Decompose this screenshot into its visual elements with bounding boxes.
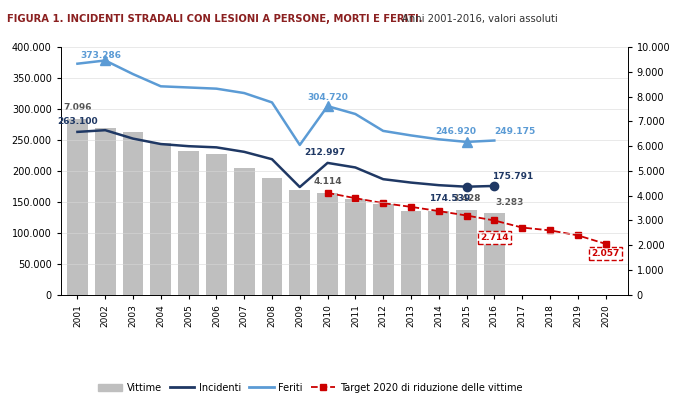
Target 2020 di riduzione delle vittime bbox=[407, 204, 415, 209]
Feriti bbox=[462, 140, 470, 144]
Text: 373.286: 373.286 bbox=[80, 51, 122, 59]
Incidenti bbox=[351, 165, 359, 170]
Legend: Vittime, Incidenti, Feriti, Target 2020 di riduzione delle vittime: Vittime, Incidenti, Feriti, Target 2020 … bbox=[94, 379, 526, 393]
Text: 212.997: 212.997 bbox=[304, 148, 346, 157]
Incidenti bbox=[462, 184, 470, 189]
Bar bbox=[290, 190, 310, 295]
Bar bbox=[345, 199, 366, 295]
Text: 249.175: 249.175 bbox=[495, 127, 536, 136]
Feriti bbox=[323, 104, 331, 108]
Bar bbox=[95, 128, 115, 295]
Target 2020 di riduzione delle vittime bbox=[435, 209, 443, 213]
Incidenti bbox=[157, 142, 165, 147]
Incidenti bbox=[240, 149, 248, 154]
Bar bbox=[400, 211, 421, 295]
Feriti bbox=[101, 58, 109, 63]
Text: FIGURA 1. INCIDENTI STRADALI CON LESIONI A PERSONE, MORTI E FERITI.: FIGURA 1. INCIDENTI STRADALI CON LESIONI… bbox=[7, 14, 423, 24]
Incidenti bbox=[213, 145, 221, 150]
Text: 263.100: 263.100 bbox=[57, 117, 98, 126]
Feriti bbox=[490, 138, 498, 143]
Bar bbox=[123, 132, 144, 295]
Text: Anni 2001-2016, valori assoluti: Anni 2001-2016, valori assoluti bbox=[402, 14, 558, 24]
Text: 3.283: 3.283 bbox=[495, 198, 524, 207]
Incidenti bbox=[435, 183, 443, 187]
Text: 7.096: 7.096 bbox=[63, 103, 92, 112]
Line: Feriti: Feriti bbox=[78, 61, 494, 145]
Incidenti bbox=[379, 177, 387, 182]
Incidenti bbox=[184, 144, 192, 149]
Feriti bbox=[240, 91, 248, 95]
Feriti bbox=[184, 85, 192, 90]
Text: 246.920: 246.920 bbox=[435, 127, 476, 136]
Text: 175.791: 175.791 bbox=[492, 171, 533, 180]
Feriti bbox=[129, 72, 137, 77]
Feriti bbox=[351, 112, 359, 116]
Incidenti bbox=[407, 180, 415, 185]
Bar bbox=[261, 178, 282, 295]
Feriti bbox=[407, 133, 415, 138]
Feriti bbox=[213, 86, 221, 91]
Bar bbox=[234, 168, 254, 295]
Target 2020 di riduzione delle vittime bbox=[490, 218, 498, 223]
Feriti bbox=[435, 137, 443, 141]
Bar bbox=[206, 154, 227, 295]
Feriti bbox=[157, 84, 165, 89]
Line: Target 2020 di riduzione delle vittime: Target 2020 di riduzione delle vittime bbox=[325, 190, 608, 246]
Bar bbox=[178, 151, 199, 295]
Target 2020 di riduzione delle vittime bbox=[462, 213, 470, 218]
Incidenti bbox=[323, 161, 331, 165]
Target 2020 di riduzione delle vittime bbox=[351, 196, 359, 200]
Bar bbox=[456, 210, 477, 295]
Bar bbox=[317, 193, 338, 295]
Incidenti bbox=[129, 136, 137, 141]
Bar bbox=[484, 213, 505, 295]
Text: 2.057: 2.057 bbox=[591, 249, 620, 258]
Text: 174.539: 174.539 bbox=[429, 194, 470, 203]
Feriti bbox=[268, 100, 276, 105]
Target 2020 di riduzione delle vittime bbox=[518, 225, 526, 230]
Incidenti bbox=[101, 128, 109, 132]
Text: 304.720: 304.720 bbox=[307, 93, 348, 102]
Text: 4.114: 4.114 bbox=[313, 177, 342, 186]
Bar bbox=[151, 143, 171, 295]
Incidenti bbox=[268, 157, 276, 162]
Line: Incidenti: Incidenti bbox=[78, 130, 494, 187]
Feriti bbox=[379, 129, 387, 133]
Feriti bbox=[296, 143, 304, 147]
Target 2020 di riduzione delle vittime bbox=[323, 191, 331, 195]
Text: 3.428: 3.428 bbox=[452, 194, 481, 203]
Target 2020 di riduzione delle vittime bbox=[574, 233, 582, 238]
Bar bbox=[429, 211, 449, 295]
Incidenti bbox=[74, 130, 82, 134]
Feriti bbox=[74, 61, 82, 66]
Target 2020 di riduzione delle vittime bbox=[546, 228, 554, 233]
Target 2020 di riduzione delle vittime bbox=[601, 241, 610, 246]
Target 2020 di riduzione delle vittime bbox=[379, 201, 387, 206]
Text: 2.714: 2.714 bbox=[480, 233, 509, 242]
Incidenti bbox=[490, 184, 498, 188]
Bar bbox=[67, 119, 88, 295]
Incidenti bbox=[296, 185, 304, 189]
Bar bbox=[373, 204, 394, 295]
